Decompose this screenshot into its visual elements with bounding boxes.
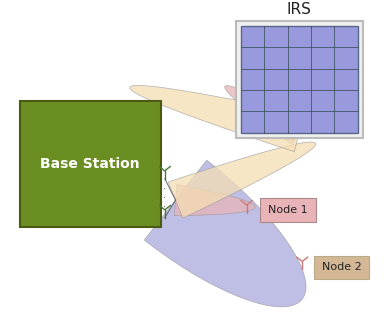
Text: ·
·
·: · · · bbox=[163, 184, 166, 212]
Text: IRS: IRS bbox=[287, 2, 312, 17]
FancyBboxPatch shape bbox=[241, 26, 358, 133]
Polygon shape bbox=[225, 86, 307, 144]
Text: Node 2: Node 2 bbox=[322, 262, 361, 272]
Polygon shape bbox=[174, 185, 255, 216]
Text: Base Station: Base Station bbox=[40, 157, 140, 171]
Polygon shape bbox=[168, 142, 316, 218]
FancyBboxPatch shape bbox=[314, 256, 370, 279]
FancyBboxPatch shape bbox=[236, 21, 363, 138]
Polygon shape bbox=[130, 85, 304, 152]
Text: Node 1: Node 1 bbox=[268, 205, 308, 215]
FancyBboxPatch shape bbox=[260, 198, 316, 221]
Polygon shape bbox=[144, 160, 306, 307]
FancyBboxPatch shape bbox=[19, 101, 161, 228]
